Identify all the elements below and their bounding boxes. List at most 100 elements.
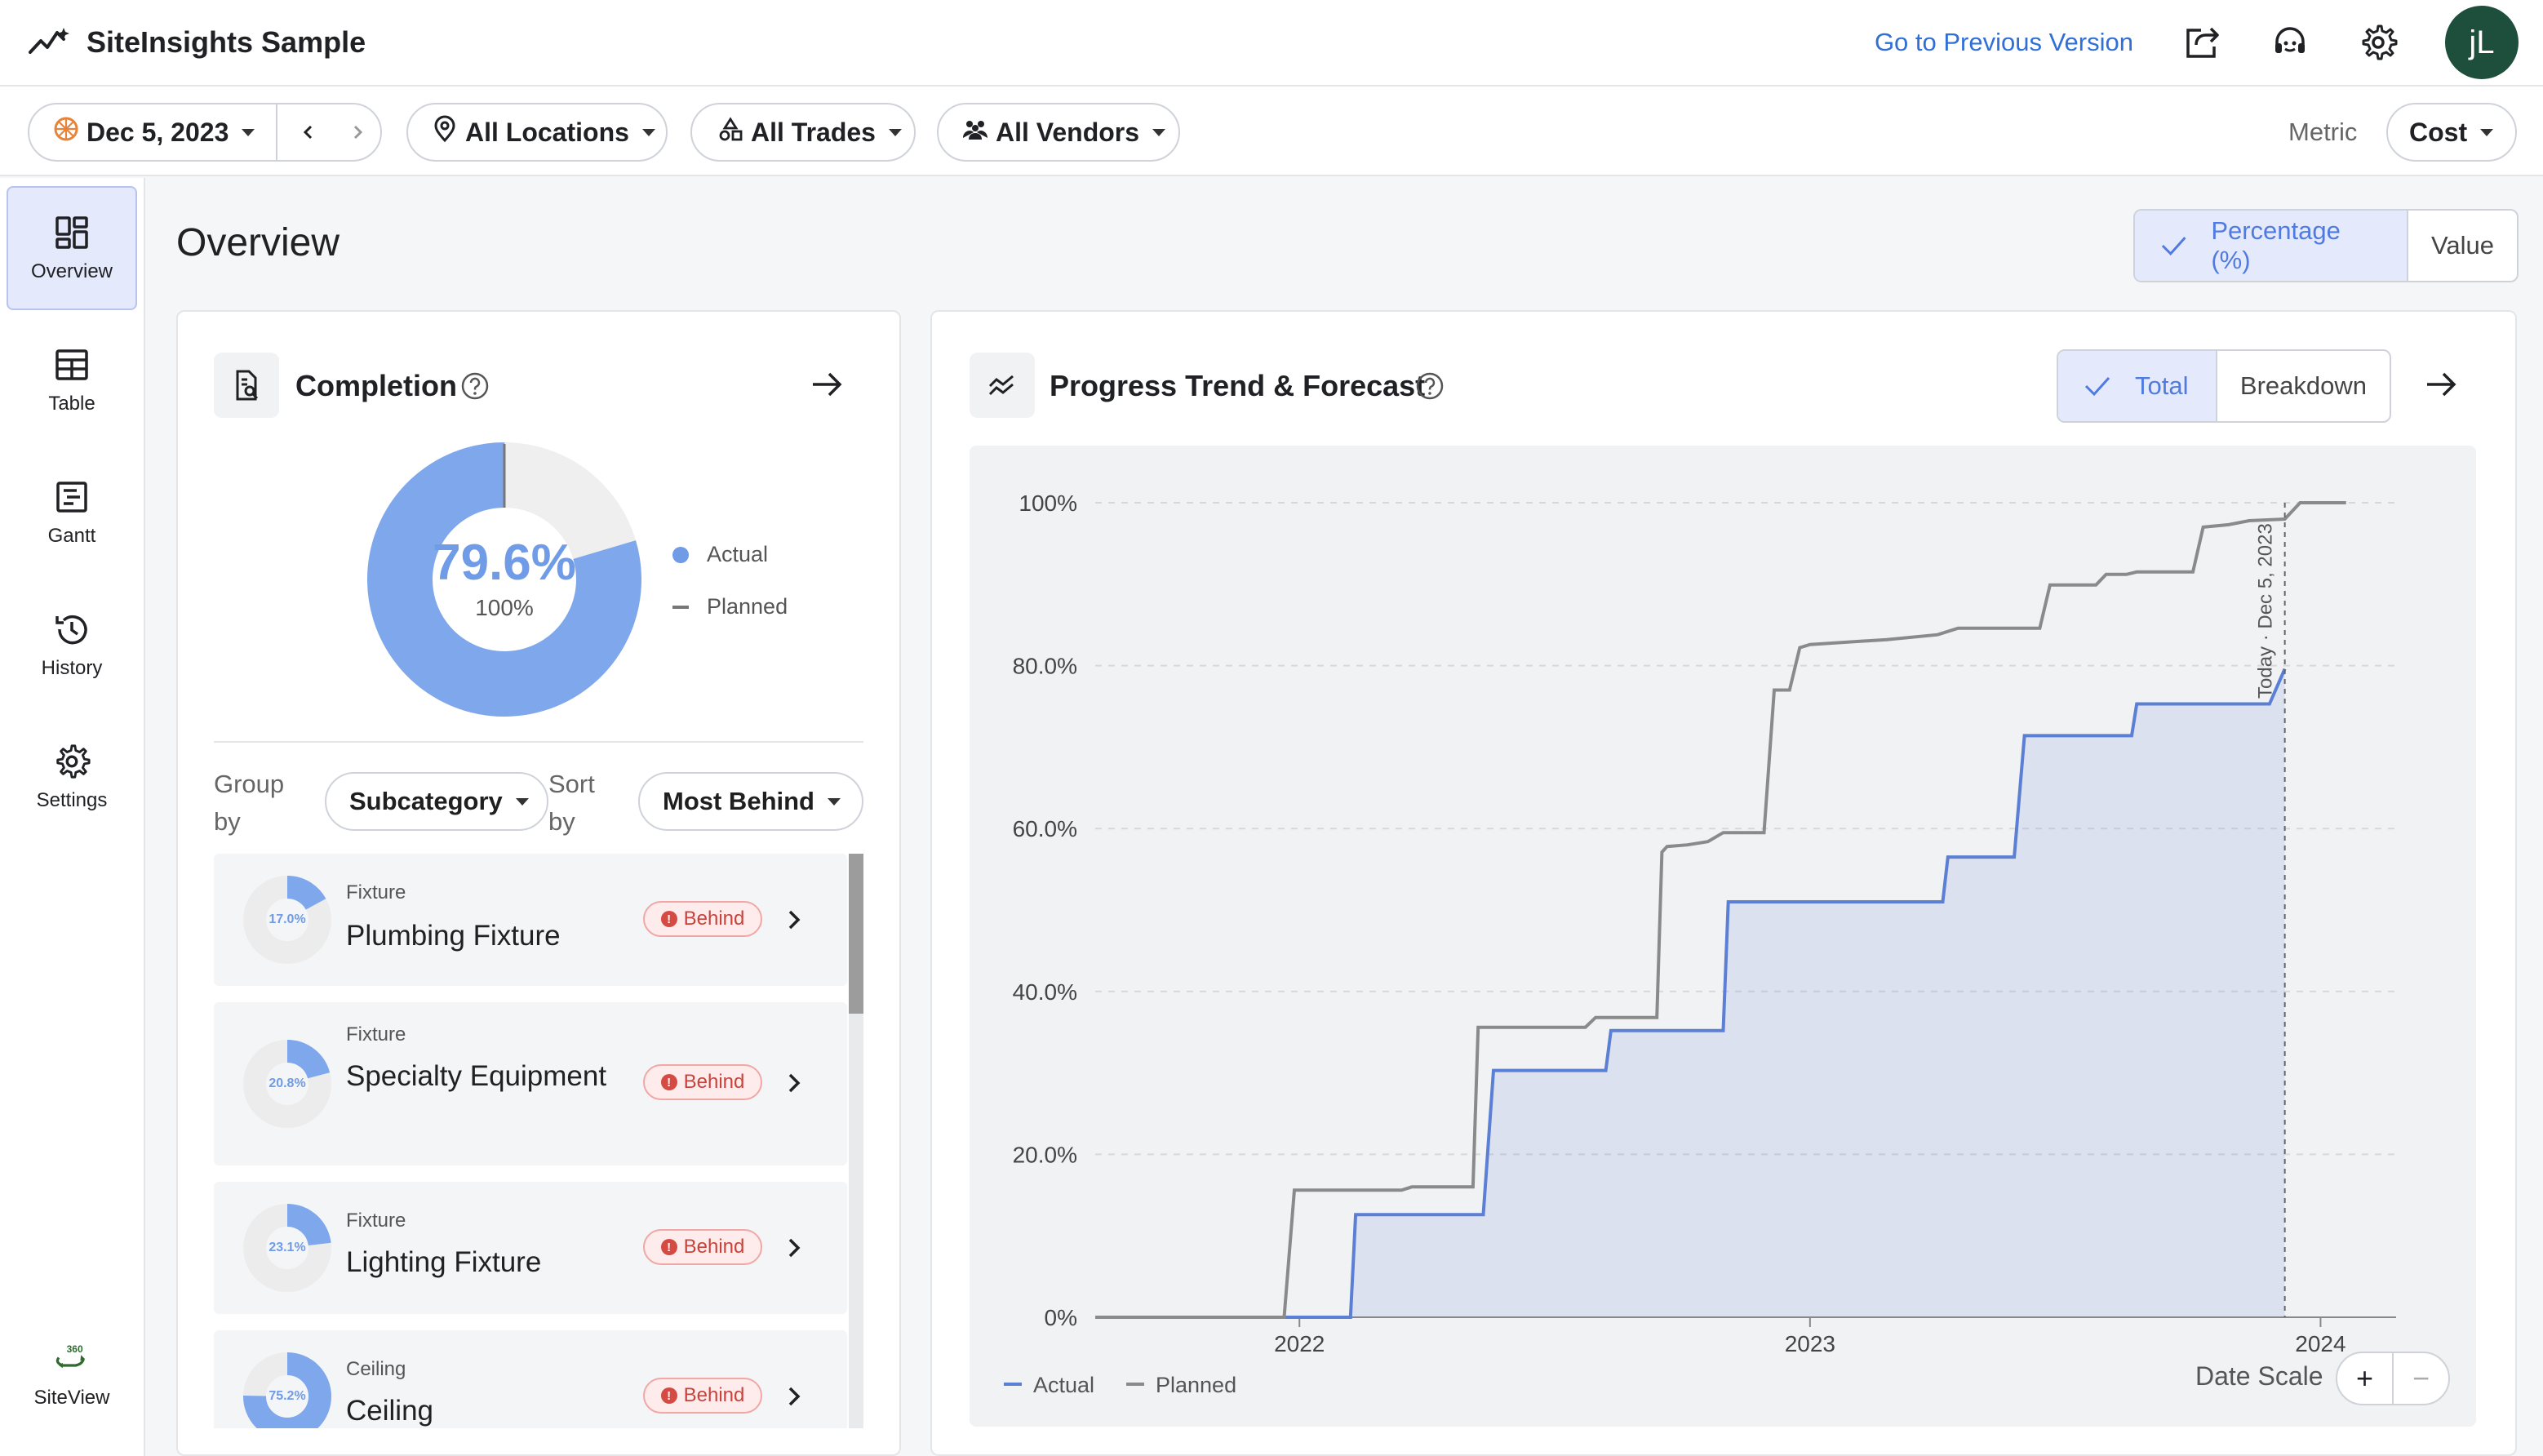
mini-donut-label: 20.8% <box>269 1076 306 1090</box>
date-picker[interactable]: Dec 5, 2023 <box>28 103 382 162</box>
gear-icon[interactable] <box>2357 21 2399 64</box>
donut-center-label: 79.6% 100% <box>423 534 586 621</box>
display-mode-toggle: Percentage (%) Value <box>2133 209 2519 282</box>
support-headset-icon[interactable] <box>2269 21 2311 64</box>
date-scale-label: Date Scale <box>2195 1361 2323 1391</box>
chart-area <box>970 446 2476 1427</box>
previous-version-link[interactable]: Go to Previous Version <box>1874 28 2133 56</box>
arrow-right-icon[interactable] <box>2422 366 2460 403</box>
sidebar-item-label: Settings <box>36 789 108 811</box>
chevron-down-icon <box>1152 128 1166 136</box>
chevron-right-icon[interactable] <box>782 1236 806 1260</box>
filter-bar: Dec 5, 2023 All Locations All Trades All… <box>0 87 2543 176</box>
user-avatar[interactable]: jL <box>2445 6 2519 79</box>
mini-donut-label: 23.1% <box>269 1241 306 1254</box>
legend-label-actual: Actual <box>1033 1373 1094 1397</box>
mini-donut <box>243 1352 331 1428</box>
alert-icon: ! <box>660 1387 677 1404</box>
sort-by-label: Sort by <box>548 770 595 836</box>
actual-percentage: 79.6% <box>433 535 576 591</box>
total-option-label: Total <box>2135 371 2189 400</box>
item-category: Fixture <box>346 881 406 903</box>
vendors-group-icon <box>961 115 996 149</box>
chevron-down-icon <box>2480 128 2494 136</box>
gantt-icon <box>56 482 87 513</box>
locations-filter[interactable]: All Locations <box>406 103 668 162</box>
zoom-out-button[interactable]: − <box>2412 1361 2430 1395</box>
sidebar-item-gantt[interactable]: Gantt <box>7 451 137 575</box>
top-bar: SiteInsights Sample Go to Previous Versi… <box>0 0 2543 87</box>
status-label: Behind <box>683 1384 745 1406</box>
vendors-filter[interactable]: All Vendors <box>937 103 1180 162</box>
percentage-option[interactable]: Percentage (%) <box>2135 211 2408 281</box>
chevron-down-icon <box>888 128 902 136</box>
sidebar-item-settings[interactable]: Settings <box>7 715 137 839</box>
mini-donut-label: 17.0% <box>269 912 306 926</box>
location-pin-icon <box>431 115 465 149</box>
trend-chart-icon <box>970 353 1035 418</box>
group-by-select[interactable]: Subcategory <box>325 772 548 831</box>
zoom-in-button[interactable]: + <box>2337 1353 2394 1404</box>
help-icon[interactable] <box>1415 371 1445 401</box>
sidebar-item-label: Overview <box>30 260 113 282</box>
status-badge: ! Behind <box>643 901 762 937</box>
series-area-actual <box>1095 668 2285 1317</box>
y-tick-label: 40.0% <box>1013 979 1077 1005</box>
total-option[interactable]: Total <box>2058 351 2217 421</box>
x-tick-label: 2022 <box>1274 1331 1325 1356</box>
chevron-right-icon[interactable] <box>782 908 806 932</box>
chevron-right-icon[interactable] <box>782 1071 806 1095</box>
status-badge: ! Behind <box>643 1229 762 1265</box>
app-title: SiteInsights Sample <box>87 25 366 59</box>
legend-planned: Planned <box>672 594 788 619</box>
share-icon[interactable] <box>2181 21 2223 64</box>
completion-title: Completion <box>295 369 457 402</box>
list-item[interactable]: 17.0% Fixture Plumbing Fixture ! Behind <box>214 854 847 986</box>
list-item[interactable]: 23.1% Fixture Lighting Fixture ! Behind <box>214 1182 847 1314</box>
gear-icon <box>56 744 91 779</box>
sort-by-value: Most Behind <box>663 787 814 815</box>
mini-donut <box>243 1204 331 1292</box>
sidebar: Overview Table Gantt History Settings 36… <box>0 178 145 1456</box>
calendar-sun-icon <box>52 115 87 149</box>
item-name: Ceiling <box>346 1395 433 1427</box>
siteview-360-badge: 360 <box>67 1343 83 1355</box>
legend-actual-label: Actual <box>707 542 769 566</box>
legend-dot <box>672 546 689 563</box>
scrollbar-thumb[interactable] <box>849 854 863 1014</box>
next-date-arrow-icon[interactable] <box>341 116 374 149</box>
previous-date-arrow-icon[interactable] <box>292 116 325 149</box>
alert-icon: ! <box>660 1239 677 1255</box>
alert-icon: ! <box>660 911 677 927</box>
value-option[interactable]: Value <box>2408 211 2517 281</box>
progress-trend-chart[interactable]: 0% 20.0% 40.0% 60.0% 80.0% 100% 2022 2023 2024 To… <box>970 446 2476 1427</box>
chevron-right-icon[interactable] <box>782 1384 806 1409</box>
metric-select[interactable]: Cost <box>2386 103 2517 162</box>
mini-donut-arc <box>243 1204 331 1292</box>
item-name: Specialty Equipment <box>346 1060 607 1092</box>
table-icon <box>55 349 88 380</box>
sidebar-item-siteview[interactable]: 360 SiteView <box>7 1312 137 1436</box>
arrow-right-icon[interactable] <box>808 366 845 403</box>
sidebar-item-overview[interactable]: Overview <box>7 186 137 310</box>
y-tick-label: 60.0% <box>1013 816 1077 841</box>
brand[interactable]: SiteInsights Sample <box>28 24 366 61</box>
sort-by-select[interactable]: Most Behind <box>638 772 863 831</box>
list-item[interactable]: 20.8% Fixture Specialty Equipment ! Behin… <box>214 1002 847 1165</box>
legend-actual: Actual <box>672 542 768 567</box>
planned-percentage: 100% <box>475 595 534 620</box>
list-item[interactable]: 75.2% Ceiling Ceiling ! Behind <box>214 1330 847 1428</box>
item-name: Lighting Fixture <box>346 1246 542 1278</box>
chevron-down-icon <box>828 797 841 806</box>
help-icon[interactable] <box>460 371 490 401</box>
trades-filter[interactable]: All Trades <box>690 103 916 162</box>
breakdown-option[interactable]: Breakdown <box>2217 351 2390 421</box>
date-value: Dec 5, 2023 <box>87 117 229 147</box>
list-scrollbar[interactable] <box>849 854 863 1428</box>
chevron-down-icon <box>242 128 255 136</box>
sidebar-item-history[interactable]: History <box>7 583 137 707</box>
status-label: Behind <box>683 908 745 930</box>
legend-label-planned: Planned <box>1156 1373 1236 1397</box>
sidebar-item-table[interactable]: Table <box>7 318 137 442</box>
mini-donut <box>243 876 331 964</box>
